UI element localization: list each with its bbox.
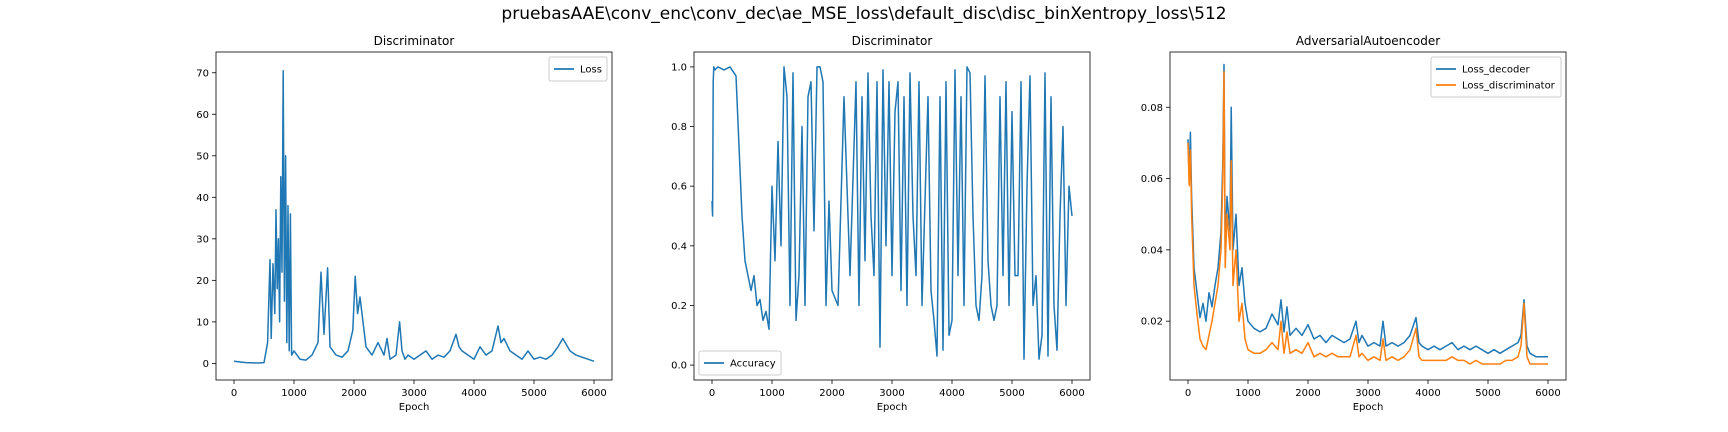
- x-tick-label: 2000: [819, 388, 844, 399]
- x-tick-label: 4000: [939, 388, 964, 399]
- legend: Loss: [548, 56, 608, 82]
- x-tick-label: 0: [231, 388, 237, 399]
- series-line-loss: [233, 69, 595, 364]
- y-tick-label: 50: [196, 151, 209, 162]
- x-axis-label: Epoch: [1353, 402, 1384, 413]
- y-tick-label: 60: [196, 110, 209, 121]
- series-line-accuracy: [711, 66, 1073, 360]
- chart-title: Discriminator: [852, 34, 933, 48]
- x-tick-label: 6000: [1059, 388, 1084, 399]
- y-tick-label: 1.0: [671, 62, 687, 73]
- y-tick-label: 40: [196, 193, 209, 204]
- x-tick-label: 6000: [581, 388, 606, 399]
- x-tick-label: 6000: [1535, 388, 1560, 399]
- chart-3: 0 1000 2000 3000 4000 5000 6000 0.02 0.04 0.06 0.0…: [1141, 34, 1567, 413]
- y-tick-label: 0.8: [671, 122, 687, 133]
- y-tick-label: 20: [196, 276, 209, 287]
- x-tick-label: 5000: [521, 388, 546, 399]
- legend-label: Accuracy: [730, 359, 776, 370]
- legend-label: Loss_discriminator: [1462, 81, 1556, 92]
- x-tick-label: 1000: [1235, 388, 1260, 399]
- legend-box: [1430, 56, 1562, 98]
- x-tick-label: 5000: [1475, 388, 1500, 399]
- legend-label: Loss_decoder: [1462, 65, 1531, 76]
- y-tick-label: 70: [196, 68, 209, 79]
- legend: Loss_decoder Loss_discriminator: [1430, 56, 1562, 98]
- chart-2: 0 1000 2000 3000 4000 5000 6000 0.0 0.2 0.4 0.6 0.8…: [671, 34, 1091, 413]
- legend: Accuracy: [698, 350, 782, 376]
- y-tick-label: 0.02: [1141, 317, 1163, 328]
- x-tick-label: 0: [709, 388, 715, 399]
- x-tick-label: 4000: [1415, 388, 1440, 399]
- y-tick-label: 0.04: [1141, 245, 1163, 256]
- x-tick-label: 4000: [461, 388, 486, 399]
- y-tick-label: 30: [196, 234, 209, 245]
- legend-label: Loss: [580, 65, 602, 76]
- x-tick-label: 3000: [1355, 388, 1380, 399]
- x-tick-label: 5000: [999, 388, 1024, 399]
- legend-box: [548, 56, 608, 82]
- y-tick-label: 10: [196, 317, 209, 328]
- chart-title: AdversarialAutoencoder: [1296, 34, 1440, 48]
- x-tick-label: 3000: [401, 388, 426, 399]
- series-line-loss-decoder: [1187, 63, 1548, 358]
- x-tick-label: 1000: [759, 388, 784, 399]
- chart-title: Discriminator: [374, 34, 455, 48]
- series-line-loss-discriminator: [1187, 70, 1548, 365]
- y-tick-label: 0.4: [671, 241, 687, 252]
- y-tick-label: 0: [203, 359, 209, 370]
- figure-title: pruebasAAE\conv_enc\conv_dec\ae_MSE_loss…: [501, 4, 1227, 24]
- x-tick-label: 3000: [879, 388, 904, 399]
- y-tick-label: 0.08: [1141, 103, 1163, 114]
- y-tick-label: 0.2: [671, 301, 687, 312]
- legend-box: [698, 350, 782, 376]
- y-tick-label: 0.6: [671, 182, 687, 193]
- x-tick-label: 2000: [341, 388, 366, 399]
- chart-1: 0 1000 2000 3000 4000 5000 6000 0 10 20 30 40 50 60 70…: [196, 34, 613, 413]
- x-tick-label: 0: [1185, 388, 1191, 399]
- x-tick-label: 1000: [281, 388, 306, 399]
- x-tick-label: 2000: [1295, 388, 1320, 399]
- x-axis-label: Epoch: [877, 402, 908, 413]
- y-tick-label: 0.06: [1141, 174, 1163, 185]
- x-axis-label: Epoch: [399, 402, 430, 413]
- y-tick-label: 0.0: [671, 361, 687, 372]
